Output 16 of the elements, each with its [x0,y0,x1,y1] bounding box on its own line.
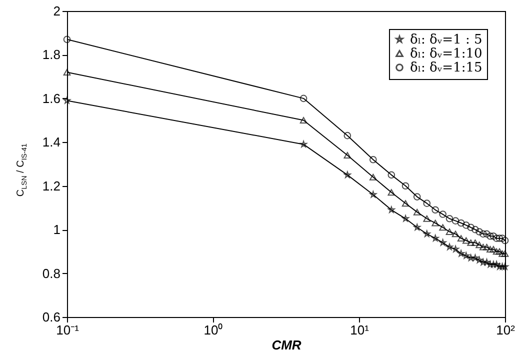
x-tick-label: 10¹ [350,322,370,338]
y-tick-label: 1.4 [42,134,60,150]
legend-label: δₗ: δᵥ=1:10 [410,46,482,62]
y-tick-label: 1.8 [42,47,60,62]
y-tick-label: 0.6 [42,310,60,324]
legend-label: δₗ: δᵥ=1 : 5 [410,32,482,48]
y-tick-label: 1.2 [42,178,60,194]
y-tick-label: 1.6 [42,90,60,106]
x-tick-label: 10² [496,322,516,338]
legend-label: δₗ: δᵥ=1:15 [410,60,482,76]
x-axis-title: CMR [272,338,302,352]
y-tick-label: 2 [53,4,60,18]
x-tick-label: 10⁻¹ [56,322,80,338]
y-tick-label: 1 [53,222,60,238]
x-tick-label: 10⁰ [204,322,224,338]
y-tick-label: 0.8 [42,266,60,281]
